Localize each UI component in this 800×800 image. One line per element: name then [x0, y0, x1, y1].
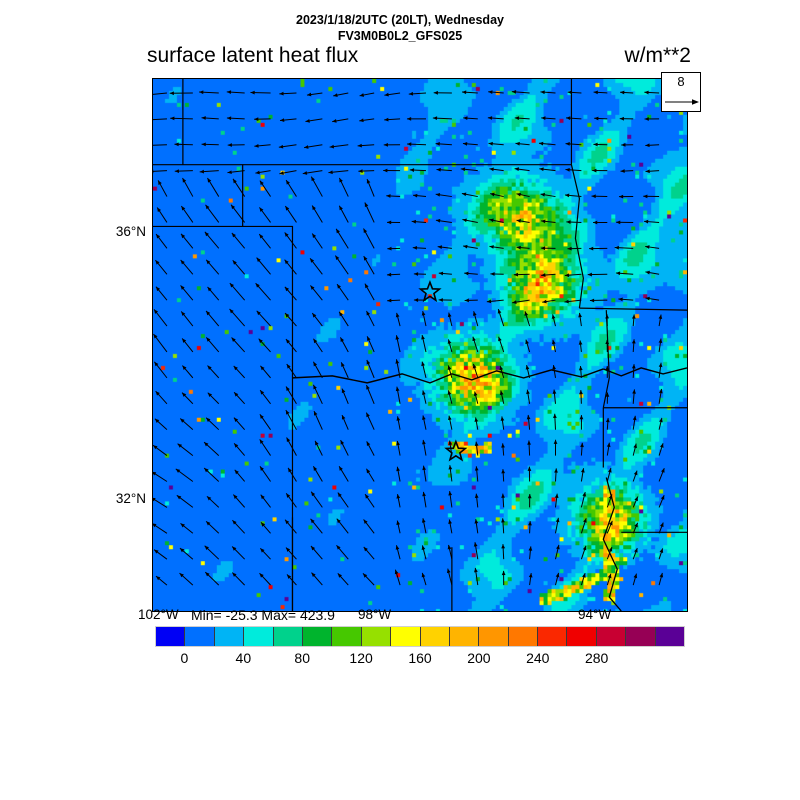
station-marker-star	[420, 282, 439, 300]
colorbar-segment-1	[185, 627, 215, 646]
colorbar-tick-120: 120	[349, 650, 373, 666]
colorbar-segments	[155, 626, 685, 647]
colorbar-segment-10	[449, 627, 480, 646]
colorbar-segment-5	[302, 627, 333, 646]
wind-vector-overlay	[153, 90, 687, 611]
station-marker-star	[446, 442, 465, 460]
timestamp-header: 2023/1/18/2UTC (20LT), Wednesday	[296, 13, 504, 27]
colorbar-segment-14	[567, 627, 597, 646]
lon-label-102w: 102°W	[138, 607, 179, 622]
colorbar-tick-280: 280	[584, 650, 609, 666]
lat-label-36n: 36°N	[115, 224, 146, 239]
colorbar-segment-15	[596, 627, 627, 646]
colorbar-tick-40: 40	[235, 650, 252, 666]
colorbar-segment-3	[244, 627, 274, 646]
colorbar-segment-13	[538, 627, 568, 646]
map-plot-area[interactable]	[152, 78, 688, 612]
colorbar-segment-16	[626, 627, 656, 646]
colorbar-segment-0	[156, 627, 186, 646]
latent-heat-flux-field	[153, 79, 687, 611]
colorbar-segment-4	[273, 627, 303, 646]
colorbar-tick-200: 200	[467, 650, 491, 666]
colorbar-tick-0: 0	[180, 650, 189, 666]
units-label: w/m**2	[624, 44, 691, 67]
arrow-right-icon	[665, 99, 699, 105]
colorbar-segment-8	[391, 627, 421, 646]
colorbar-tick-80: 80	[294, 650, 311, 666]
model-name-header: FV3M0B0L2_GFS025	[337, 29, 463, 43]
colorbar-segment-6	[332, 627, 362, 646]
min-max-label: Min= -25.3 Max= 423.9	[191, 607, 335, 623]
page-title: surface latent heat flux	[147, 44, 359, 67]
colorbar[interactable]	[155, 626, 685, 647]
lon-label-98w: 98°W	[358, 607, 392, 622]
colorbar-segment-12	[508, 627, 539, 646]
title-row: surface latent heat flux w/m**2	[147, 44, 691, 70]
reference-vector-value: 8	[677, 74, 685, 89]
colorbar-segment-11	[479, 627, 509, 646]
lat-label-32n: 32°N	[115, 491, 146, 506]
lon-label-94w: 94°W	[578, 607, 612, 622]
colorbar-tick-240: 240	[526, 650, 550, 666]
colorbar-segment-2	[214, 627, 245, 646]
colorbar-segment-7	[361, 627, 392, 646]
colorbar-segment-9	[420, 627, 450, 646]
colorbar-tick-160: 160	[408, 650, 432, 666]
state-boundaries-overlay	[153, 79, 687, 611]
reference-vector-box: 8	[661, 72, 701, 112]
colorbar-segment-17	[655, 627, 685, 646]
